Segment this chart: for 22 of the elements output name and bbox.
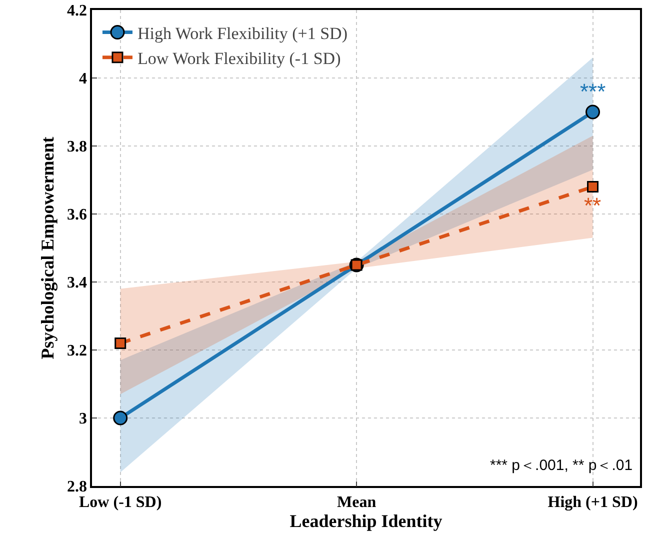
x-tick-label: High (+1 SD)	[548, 494, 638, 511]
annotation: *** p＜.001, ** p＜.01	[490, 457, 633, 474]
y-tick-label: 3	[79, 410, 88, 428]
y-tick-label: 3.2	[67, 342, 88, 360]
point	[586, 104, 600, 120]
x-tick-label: Mean	[336, 494, 376, 511]
y-tick-label: 3.4	[67, 274, 88, 292]
legend-label: Low Work Flexibility (-1 SD)	[137, 49, 341, 68]
y-tick-label: 2.8	[67, 478, 88, 496]
point	[587, 181, 599, 193]
y-axis-title: Psychological Empowerment	[38, 136, 58, 360]
annotation: ***	[580, 79, 606, 104]
annotation: **	[584, 193, 602, 218]
y-tick-label: 3.6	[67, 206, 88, 224]
point	[114, 337, 126, 349]
legend-label: High Work Flexibility (+1 SD)	[137, 24, 348, 43]
x-tick-label: Low (-1 SD)	[79, 494, 162, 511]
y-tick-label: 3.8	[67, 138, 88, 156]
y-tick-label: 4.2	[67, 2, 88, 20]
y-tick-label: 4	[79, 70, 88, 88]
x-axis-title: Leadership Identity	[290, 510, 442, 531]
point	[113, 410, 128, 426]
